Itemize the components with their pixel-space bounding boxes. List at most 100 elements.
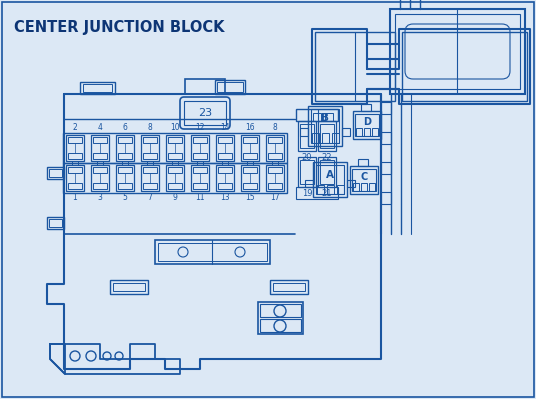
Bar — [66, 135, 84, 161]
Bar — [315, 32, 395, 101]
Bar — [372, 128, 378, 136]
Bar — [270, 280, 308, 294]
Bar — [158, 243, 267, 261]
Bar — [72, 161, 78, 165]
Bar — [172, 161, 178, 165]
Bar — [318, 121, 336, 151]
Text: A: A — [326, 170, 334, 180]
Bar — [66, 165, 84, 191]
Bar — [216, 165, 234, 191]
Bar — [268, 137, 282, 143]
Bar — [300, 160, 314, 184]
Bar — [353, 183, 359, 191]
Bar — [320, 124, 334, 148]
Bar — [166, 135, 184, 161]
Text: 3: 3 — [98, 194, 102, 203]
Bar — [266, 135, 284, 161]
Bar — [193, 183, 207, 189]
Bar — [118, 183, 132, 189]
Bar — [168, 167, 182, 173]
Bar — [215, 80, 245, 94]
Bar — [63, 163, 287, 193]
Bar — [305, 180, 313, 187]
Text: 20: 20 — [302, 154, 312, 162]
Bar — [218, 153, 232, 159]
Bar — [118, 167, 132, 173]
Bar — [381, 162, 391, 174]
Bar — [241, 135, 259, 161]
Bar — [118, 153, 132, 159]
Bar — [97, 161, 103, 165]
Text: 17: 17 — [270, 194, 280, 203]
Bar — [402, 32, 527, 101]
Bar — [369, 183, 375, 191]
Bar — [147, 161, 153, 165]
Bar — [122, 161, 128, 165]
Bar — [308, 106, 342, 146]
Bar — [91, 165, 109, 191]
Text: 8: 8 — [273, 124, 277, 132]
Bar — [272, 161, 278, 165]
Bar — [358, 159, 368, 166]
Bar — [193, 153, 207, 159]
Text: 16: 16 — [245, 124, 255, 132]
Bar — [322, 133, 329, 143]
Text: D: D — [363, 117, 371, 127]
Bar — [93, 137, 107, 143]
Bar — [395, 14, 520, 89]
Text: 9: 9 — [173, 194, 177, 203]
Bar — [193, 167, 207, 173]
Bar — [313, 113, 321, 121]
Text: 23: 23 — [198, 108, 212, 118]
Bar — [317, 185, 324, 194]
Text: B: B — [321, 113, 329, 123]
Text: 12: 12 — [195, 124, 205, 132]
Bar — [268, 153, 282, 159]
Text: C: C — [360, 172, 368, 182]
Bar — [47, 217, 64, 229]
Bar — [49, 219, 62, 227]
Bar — [216, 135, 234, 161]
Text: 6: 6 — [123, 124, 128, 132]
Bar — [381, 102, 391, 114]
Text: 7: 7 — [147, 194, 152, 203]
Bar — [241, 165, 259, 191]
Bar — [222, 161, 228, 165]
Bar — [91, 135, 109, 161]
Bar — [325, 113, 333, 121]
Bar — [166, 165, 184, 191]
Bar — [184, 101, 226, 125]
Bar — [243, 153, 257, 159]
Bar — [217, 82, 243, 92]
Bar — [390, 9, 525, 94]
Bar — [191, 165, 209, 191]
Text: 13: 13 — [220, 194, 230, 203]
Text: 2: 2 — [72, 124, 77, 132]
Bar — [296, 109, 338, 121]
Text: 1: 1 — [72, 194, 77, 203]
Bar — [266, 165, 284, 191]
Bar — [168, 183, 182, 189]
Bar — [361, 104, 371, 111]
Bar — [80, 82, 115, 94]
Bar — [353, 111, 381, 139]
Bar — [311, 109, 339, 143]
Bar — [247, 161, 253, 165]
Bar — [258, 302, 303, 334]
Bar — [118, 137, 132, 143]
Bar — [355, 114, 379, 136]
Bar — [197, 161, 203, 165]
Bar — [93, 153, 107, 159]
Bar — [298, 121, 316, 151]
Bar — [268, 183, 282, 189]
Bar — [218, 137, 232, 143]
Bar — [337, 185, 344, 194]
Bar — [168, 137, 182, 143]
Bar — [218, 183, 232, 189]
Text: 10: 10 — [170, 124, 180, 132]
Bar — [364, 128, 370, 136]
Text: 19: 19 — [302, 190, 312, 198]
Bar — [298, 157, 316, 187]
Bar — [143, 137, 157, 143]
Text: 5: 5 — [123, 194, 128, 203]
